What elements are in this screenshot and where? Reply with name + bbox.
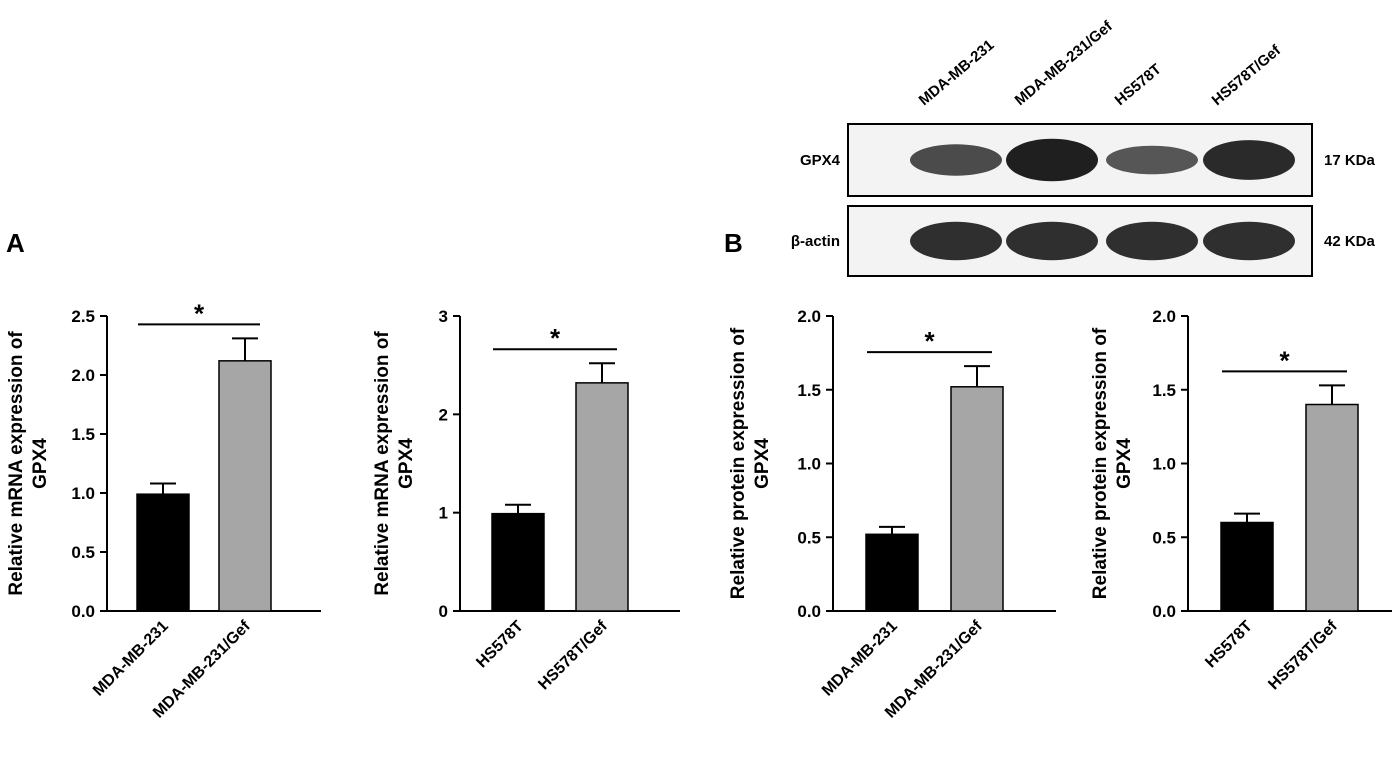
panel-label-a: A <box>6 228 25 258</box>
lane-label: MDA-MB-231 <box>916 37 998 109</box>
significance-star: * <box>1279 345 1290 375</box>
significance-star: * <box>924 326 935 356</box>
x-tick-label: HS578T/Gef <box>535 617 611 693</box>
bar <box>218 360 272 612</box>
y-tick-label: 1.5 <box>71 425 95 444</box>
x-tick-label: HS578T/Gef <box>1265 617 1341 693</box>
y-axis-label: GPX4 <box>30 438 51 489</box>
blot-band <box>1106 221 1198 261</box>
y-tick-label: 1 <box>439 504 448 523</box>
x-tick-label: HS578T <box>1202 618 1256 672</box>
x-tick-label: HS578T <box>473 618 527 672</box>
y-tick-label: 0.5 <box>1152 528 1176 547</box>
blot-kda-label: 17 KDa <box>1324 152 1376 169</box>
bar <box>950 386 1004 612</box>
y-tick-label: 0.0 <box>797 602 821 621</box>
bar-charts: 0.0 0.5 1.0 1.5 2.0 2.5 Relative mRNA expressi… <box>6 298 1392 722</box>
x-tick-label: MDA-MB-231 <box>90 618 172 700</box>
y-axis-label: Relative mRNA expression of <box>6 331 27 596</box>
bar-chart: 0.0 0.5 1.0 1.5 2.0 Relative protein expressi… <box>728 307 1056 722</box>
blot-band <box>1203 221 1295 261</box>
y-tick-label: 0.5 <box>71 543 95 562</box>
bar-chart: 0.0 0.5 1.0 1.5 2.0 Relative protein expressi… <box>1090 307 1392 693</box>
bar <box>491 512 545 612</box>
blot-band <box>910 221 1002 261</box>
lane-label: HS578T <box>1112 61 1165 109</box>
y-tick-label: 0.5 <box>797 528 821 547</box>
blot-band <box>1106 145 1198 175</box>
y-tick-label: 2 <box>439 405 448 424</box>
x-tick-label: MDA-MB-231 <box>819 618 901 700</box>
blot-band <box>1006 138 1098 182</box>
significance-star: * <box>550 323 561 353</box>
blot-kda-label: 42 KDa <box>1324 233 1376 250</box>
blot-band <box>1203 140 1295 180</box>
bar <box>575 382 629 612</box>
significance-star: * <box>194 298 205 328</box>
y-tick-label: 3 <box>439 307 448 326</box>
bar-chart: 0 1 2 3 Relative mRNA expression of GPX4 HS578… <box>372 307 680 693</box>
y-axis-label: Relative mRNA expression of <box>372 331 393 596</box>
bar <box>865 533 919 612</box>
y-tick-label: 2.0 <box>797 307 821 326</box>
y-tick-label: 0.0 <box>71 602 95 621</box>
y-tick-label: 2.0 <box>1152 307 1176 326</box>
blot-band <box>910 144 1002 176</box>
bar-chart: 0.0 0.5 1.0 1.5 2.0 2.5 Relative mRNA expressi… <box>6 298 321 722</box>
bar <box>136 493 190 612</box>
y-tick-label: 1.0 <box>1152 455 1176 474</box>
lane-label: HS578T/Gef <box>1209 41 1285 109</box>
bar <box>1220 521 1274 612</box>
panel-label-b: B <box>724 228 743 258</box>
y-tick-label: 1.0 <box>797 455 821 474</box>
y-axis-label: GPX4 <box>752 438 773 489</box>
y-tick-label: 0 <box>439 602 448 621</box>
y-axis-label: GPX4 <box>396 438 417 489</box>
y-tick-label: 2.0 <box>71 366 95 385</box>
y-axis-label: Relative protein expression of <box>1090 327 1111 599</box>
blot-band <box>1006 221 1098 261</box>
y-tick-label: 1.5 <box>797 381 821 400</box>
y-tick-label: 1.0 <box>71 484 95 503</box>
blot-row-label: β-actin <box>791 233 840 250</box>
y-tick-label: 0.0 <box>1152 602 1176 621</box>
lane-label: MDA-MB-231/Gef <box>1012 17 1117 109</box>
y-axis-label: Relative protein expression of <box>728 327 749 599</box>
bar <box>1305 403 1359 612</box>
y-tick-label: 2.5 <box>71 307 95 326</box>
y-axis-label: GPX4 <box>1114 438 1135 489</box>
blot-row-label: GPX4 <box>800 152 841 169</box>
y-tick-label: 1.5 <box>1152 381 1176 400</box>
